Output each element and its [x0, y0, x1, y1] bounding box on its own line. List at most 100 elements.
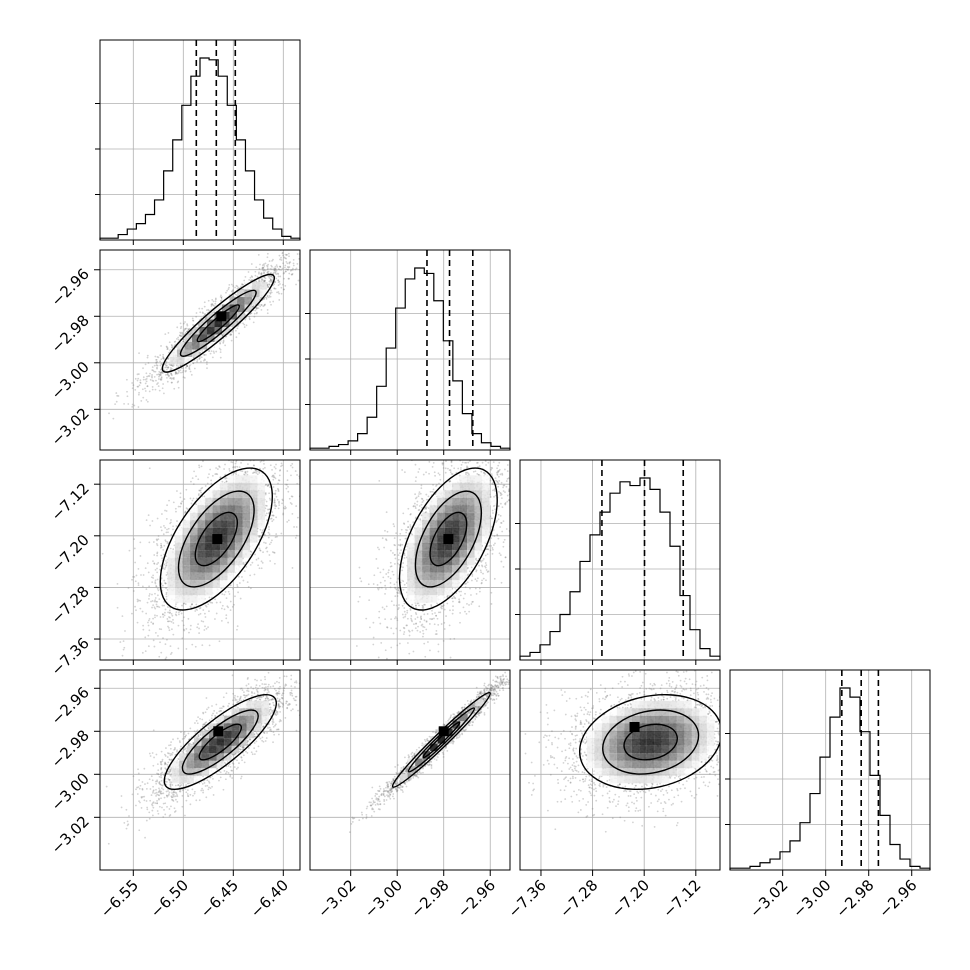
scatter-point	[272, 258, 274, 261]
scatter-point	[180, 668, 182, 670]
scatter-point	[284, 505, 287, 508]
scatter-point	[264, 504, 267, 507]
density-cell	[192, 342, 200, 350]
scatter-point	[281, 252, 284, 255]
scatter-point	[176, 326, 179, 329]
scatter-point	[273, 498, 276, 500]
scatter-point	[199, 351, 202, 354]
scatter-point	[234, 462, 237, 465]
density-cell	[207, 312, 215, 320]
scatter-point	[189, 331, 192, 334]
scatter-point	[175, 364, 178, 367]
scatter-point	[207, 457, 209, 459]
scatter-point	[166, 618, 169, 620]
scatter-point	[144, 567, 147, 570]
scatter-point	[159, 374, 161, 377]
scatter-point	[154, 370, 157, 373]
scatter-point	[156, 571, 159, 574]
scatter-point	[179, 505, 182, 508]
scatter-point	[154, 579, 157, 582]
scatter-point	[262, 267, 265, 269]
scatter-point	[266, 265, 269, 268]
scatter-point	[162, 383, 165, 385]
scatter-point	[285, 260, 288, 263]
scatter-point	[145, 612, 148, 615]
scatter-point	[165, 360, 168, 363]
scatter-point	[264, 542, 267, 544]
scatter-point	[135, 609, 137, 612]
scatter-point	[221, 604, 224, 607]
scatter-point	[262, 467, 265, 470]
scatter-point	[137, 385, 140, 388]
scatter-point	[271, 520, 274, 523]
scatter-point	[277, 275, 280, 278]
scatter-point	[269, 405, 271, 407]
scatter-point	[212, 300, 215, 303]
scatter-point	[154, 568, 157, 571]
scatter-point	[268, 533, 271, 536]
scatter-point	[247, 463, 249, 466]
scatter-point	[180, 325, 183, 328]
scatter-point	[204, 485, 207, 487]
scatter-point	[245, 566, 248, 568]
scatter-point	[205, 605, 208, 608]
scatter-point	[206, 367, 208, 370]
scatter-point	[274, 268, 277, 271]
scatter-point	[170, 381, 173, 384]
scatter-point	[292, 258, 295, 261]
scatter-point	[248, 317, 251, 320]
scatter-point	[159, 371, 162, 374]
scatter-point	[190, 502, 193, 505]
scatter-point	[163, 358, 165, 361]
scatter-point	[270, 291, 273, 294]
scatter-point	[126, 390, 128, 393]
scatter-point	[274, 267, 277, 270]
scatter-point	[159, 354, 162, 357]
scatter-point	[183, 629, 186, 632]
scatter-point	[208, 309, 211, 312]
scatter-point	[255, 308, 258, 310]
scatter-point	[252, 444, 254, 446]
pair-panel-1-0	[108, 250, 300, 420]
scatter-point	[236, 327, 239, 330]
scatter-point	[193, 367, 196, 370]
scatter-point	[182, 376, 185, 378]
scatter-point	[240, 285, 242, 288]
scatter-point	[275, 277, 278, 280]
scatter-point	[154, 582, 157, 585]
scatter-point	[137, 377, 140, 380]
scatter-point	[177, 371, 180, 374]
scatter-point	[156, 587, 159, 590]
scatter-point	[203, 301, 206, 304]
scatter-point	[207, 299, 210, 302]
scatter-point	[162, 613, 164, 616]
scatter-point	[268, 283, 270, 286]
scatter-point	[273, 501, 276, 504]
scatter-point	[283, 266, 286, 269]
scatter-point	[167, 375, 170, 378]
scatter-point	[176, 381, 179, 384]
scatter-point	[169, 364, 172, 367]
scatter-point	[202, 359, 205, 362]
scatter-point	[173, 377, 175, 379]
scatter-point	[285, 487, 288, 490]
scatter-point	[222, 342, 225, 344]
scatter-point	[176, 520, 178, 522]
scatter-point	[166, 542, 169, 545]
scatter-point	[266, 264, 268, 267]
scatter-point	[283, 288, 285, 291]
scatter-point	[263, 268, 266, 271]
scatter-point	[227, 621, 230, 624]
scatter-point	[269, 292, 272, 295]
scatter-point	[131, 382, 134, 384]
scatter-point	[284, 253, 287, 256]
scatter-point	[165, 368, 168, 371]
scatter-point	[274, 281, 276, 284]
scatter-point	[156, 544, 159, 547]
scatter-point	[280, 256, 282, 259]
scatter-point	[267, 484, 270, 487]
scatter-point	[181, 619, 184, 622]
scatter-point	[260, 272, 263, 275]
scatter-point	[167, 366, 170, 369]
scatter-point	[157, 634, 159, 637]
